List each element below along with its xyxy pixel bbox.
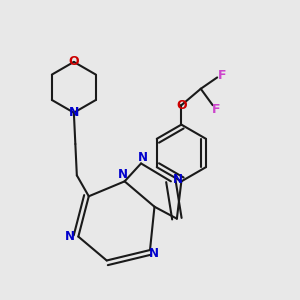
Text: N: N — [173, 173, 183, 186]
Text: N: N — [148, 247, 159, 260]
Text: F: F — [212, 103, 220, 116]
Text: N: N — [137, 151, 148, 164]
Text: O: O — [68, 56, 79, 68]
Text: N: N — [69, 106, 79, 119]
Text: N: N — [118, 168, 128, 181]
Text: O: O — [176, 99, 187, 112]
Text: F: F — [218, 68, 227, 82]
Text: N: N — [65, 230, 75, 243]
